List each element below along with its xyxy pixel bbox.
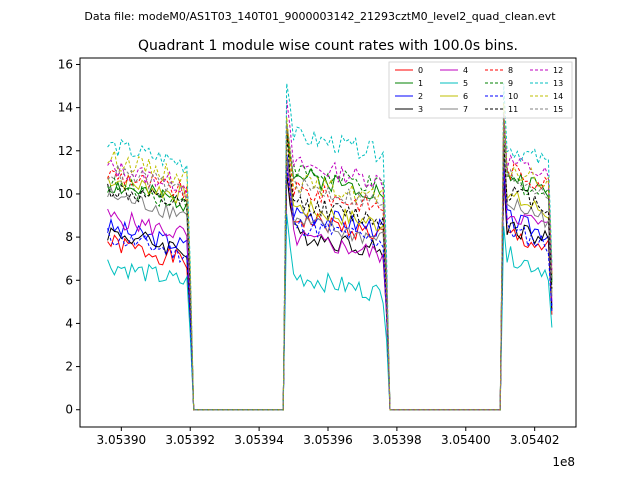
legend-label: 13: [553, 79, 563, 88]
legend-frame: [388, 61, 573, 119]
series-line-3: [107, 172, 553, 411]
legend-label: 12: [553, 66, 563, 75]
y-tick-label: 12: [58, 144, 73, 158]
series-line-5: [107, 214, 553, 411]
series-line-8: [107, 119, 553, 411]
x-tick-label: 3.05392: [165, 433, 215, 447]
y-axis: 0 2 4 6 8 10 12 14 16: [58, 57, 80, 417]
legend-label: 11: [508, 105, 518, 114]
y-tick-label: 16: [58, 57, 73, 71]
series-line-0: [107, 173, 553, 411]
series-line-14: [107, 102, 553, 411]
y-tick-label: 6: [65, 273, 73, 287]
legend-label: 5: [463, 79, 468, 88]
y-tick-label: 10: [58, 187, 73, 201]
series-layer: [107, 82, 553, 411]
series-line-1: [107, 114, 553, 411]
data-file-label: Data file: modeM0/AS1T03_140T01_90000031…: [84, 10, 556, 23]
y-tick-label: 4: [65, 316, 73, 330]
legend-label: 15: [553, 105, 563, 114]
series-line-9: [107, 126, 553, 411]
series-line-13: [107, 82, 553, 411]
x-tick-label: 3.05398: [372, 433, 422, 447]
series-line-4: [107, 158, 553, 411]
series-line-15: [107, 114, 553, 411]
legend-label: 4: [463, 66, 468, 75]
legend-label: 6: [463, 92, 468, 101]
legend-label: 3: [418, 105, 423, 114]
series-line-6: [107, 124, 553, 411]
legend-label: 10: [508, 92, 518, 101]
legend-label: 14: [553, 92, 563, 101]
series-line-10: [107, 166, 553, 411]
y-tick-label: 14: [58, 101, 73, 115]
y-tick-label: 2: [65, 360, 73, 374]
legend-label: 2: [418, 92, 423, 101]
legend-label: 0: [418, 66, 423, 75]
x-tick-label: 3.05402: [510, 433, 560, 447]
x-tick-label: 3.05394: [234, 433, 284, 447]
series-line-11: [107, 135, 553, 411]
x-tick-label: 3.05390: [97, 433, 147, 447]
legend-label: 9: [508, 79, 513, 88]
y-tick-label: 8: [65, 230, 73, 244]
legend-label: 1: [418, 79, 423, 88]
x-tick-label: 3.05396: [303, 433, 353, 447]
x-tick-label: 3.05400: [441, 433, 491, 447]
x-axis: 3.05390 3.05392 3.05394 3.05396 3.05398 3.054…: [97, 427, 560, 447]
chart-title: Quadrant 1 module wise count rates with …: [138, 38, 518, 54]
legend-label: 8: [508, 66, 513, 75]
y-tick-label: 0: [65, 403, 73, 417]
x-scale-label: 1e8: [552, 455, 575, 469]
legend-label: 7: [463, 105, 468, 114]
